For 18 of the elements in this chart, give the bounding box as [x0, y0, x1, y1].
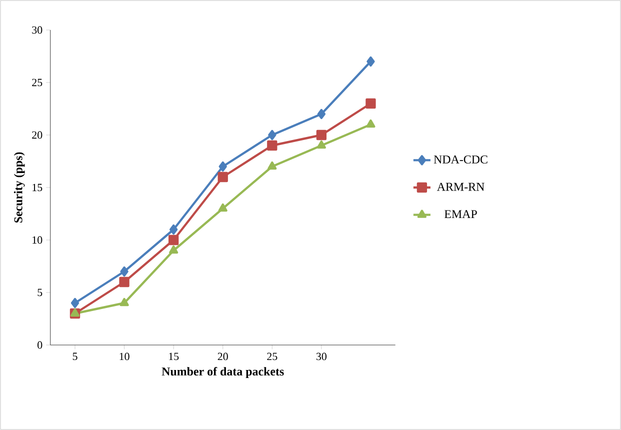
- y-tick-label: 5: [38, 288, 42, 296]
- y-tick-label: 25: [32, 78, 42, 86]
- x-tick-label: 30: [316, 352, 326, 360]
- x-tick-label: 25: [267, 352, 278, 360]
- y-tick-label: 10: [32, 236, 42, 244]
- legend-label: EMAP: [444, 210, 477, 218]
- y-tick-label: 15: [32, 184, 42, 192]
- x-axis-title: Number of data packets: [162, 367, 284, 378]
- y-tick-label: 20: [32, 131, 42, 139]
- legend-label: ARM-RN: [436, 182, 484, 191]
- legend-label: NDA-CDC: [434, 155, 488, 164]
- x-tick-label: 20: [218, 352, 228, 360]
- y-tick-label: 30: [32, 26, 42, 34]
- y-tick-label: 0: [38, 341, 42, 349]
- x-tick-label: 15: [169, 352, 179, 360]
- y-axis-title: Security (pps): [14, 152, 25, 223]
- x-tick-label: 10: [120, 352, 130, 360]
- x-tick-label: 5: [72, 352, 78, 360]
